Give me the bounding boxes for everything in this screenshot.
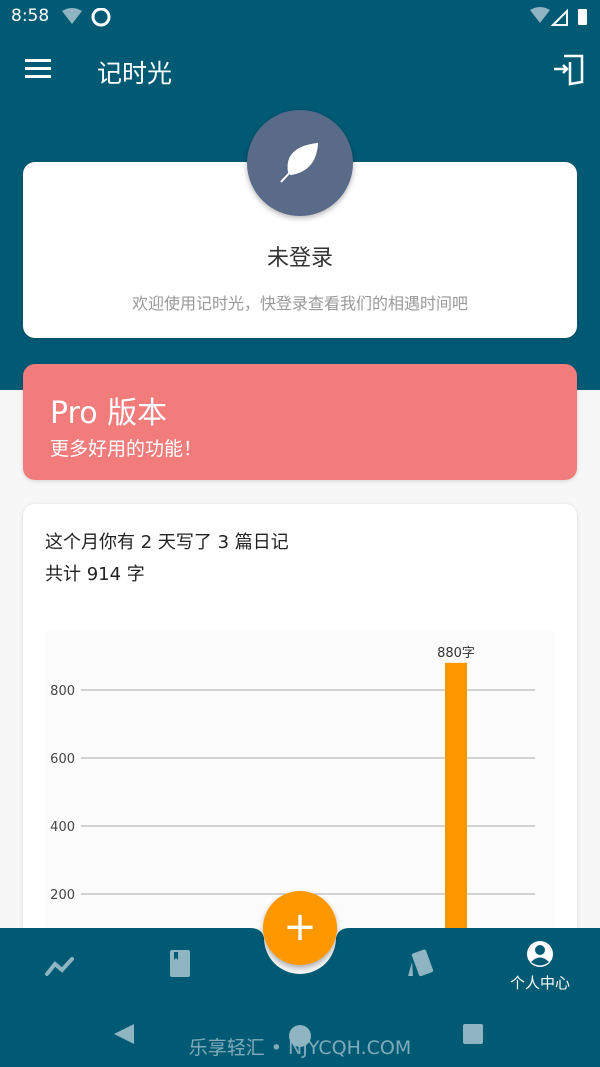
nav-profile-label: 个人中心	[509, 974, 570, 992]
login-door-icon[interactable]	[554, 54, 584, 86]
nav-item-profile[interactable]: 个人中心	[500, 940, 580, 992]
nav-item-cards[interactable]	[390, 948, 450, 984]
signal-battery-icon	[530, 7, 587, 26]
watermark: 乐享轻汇 • NJYCQH.COM	[188, 1037, 412, 1059]
cards-icon	[408, 949, 434, 977]
stats-words: 共计 914 字	[45, 564, 145, 585]
trend-line-icon	[45, 957, 74, 976]
diary-book-icon	[170, 950, 190, 977]
profile-name: 未登录	[266, 246, 333, 271]
pro-title: Pro 版本	[50, 396, 168, 431]
nav-item-trend[interactable]	[30, 948, 90, 984]
y-tick-label: 800	[50, 684, 75, 699]
stats-days: 这个月你有 2 天写了 3 篇日记	[45, 532, 289, 553]
recents-icon[interactable]	[463, 1024, 485, 1046]
y-tick-label: 400	[50, 820, 75, 835]
bar	[445, 662, 467, 962]
account-circle-icon	[527, 941, 553, 967]
bar-data-label: 880字	[437, 646, 475, 661]
avatar[interactable]	[247, 110, 353, 216]
status-bar: 8:58	[0, 0, 600, 34]
pro-banner[interactable]: Pro 版本 更多好用的功能！	[23, 364, 577, 480]
status-time: 8:58	[11, 6, 50, 26]
app-title: 记时光	[97, 59, 173, 88]
profile-subtitle: 欢迎使用记时光，快登录查看我们的相遇时间吧	[131, 294, 468, 313]
nav-item-diary[interactable]	[150, 948, 210, 984]
hamburger-icon[interactable]	[25, 58, 51, 78]
app-bar: 记时光	[0, 40, 600, 100]
back-icon[interactable]	[112, 1022, 136, 1048]
feather-icon	[280, 142, 319, 183]
y-tick-label: 200	[50, 888, 75, 903]
pro-subtitle: 更多好用的功能！	[50, 438, 203, 460]
wifi-unknown-icon	[62, 8, 111, 27]
y-tick-label: 600	[50, 752, 75, 767]
add-entry-fab[interactable]: +	[263, 891, 337, 965]
home-icon[interactable]	[288, 1024, 312, 1048]
